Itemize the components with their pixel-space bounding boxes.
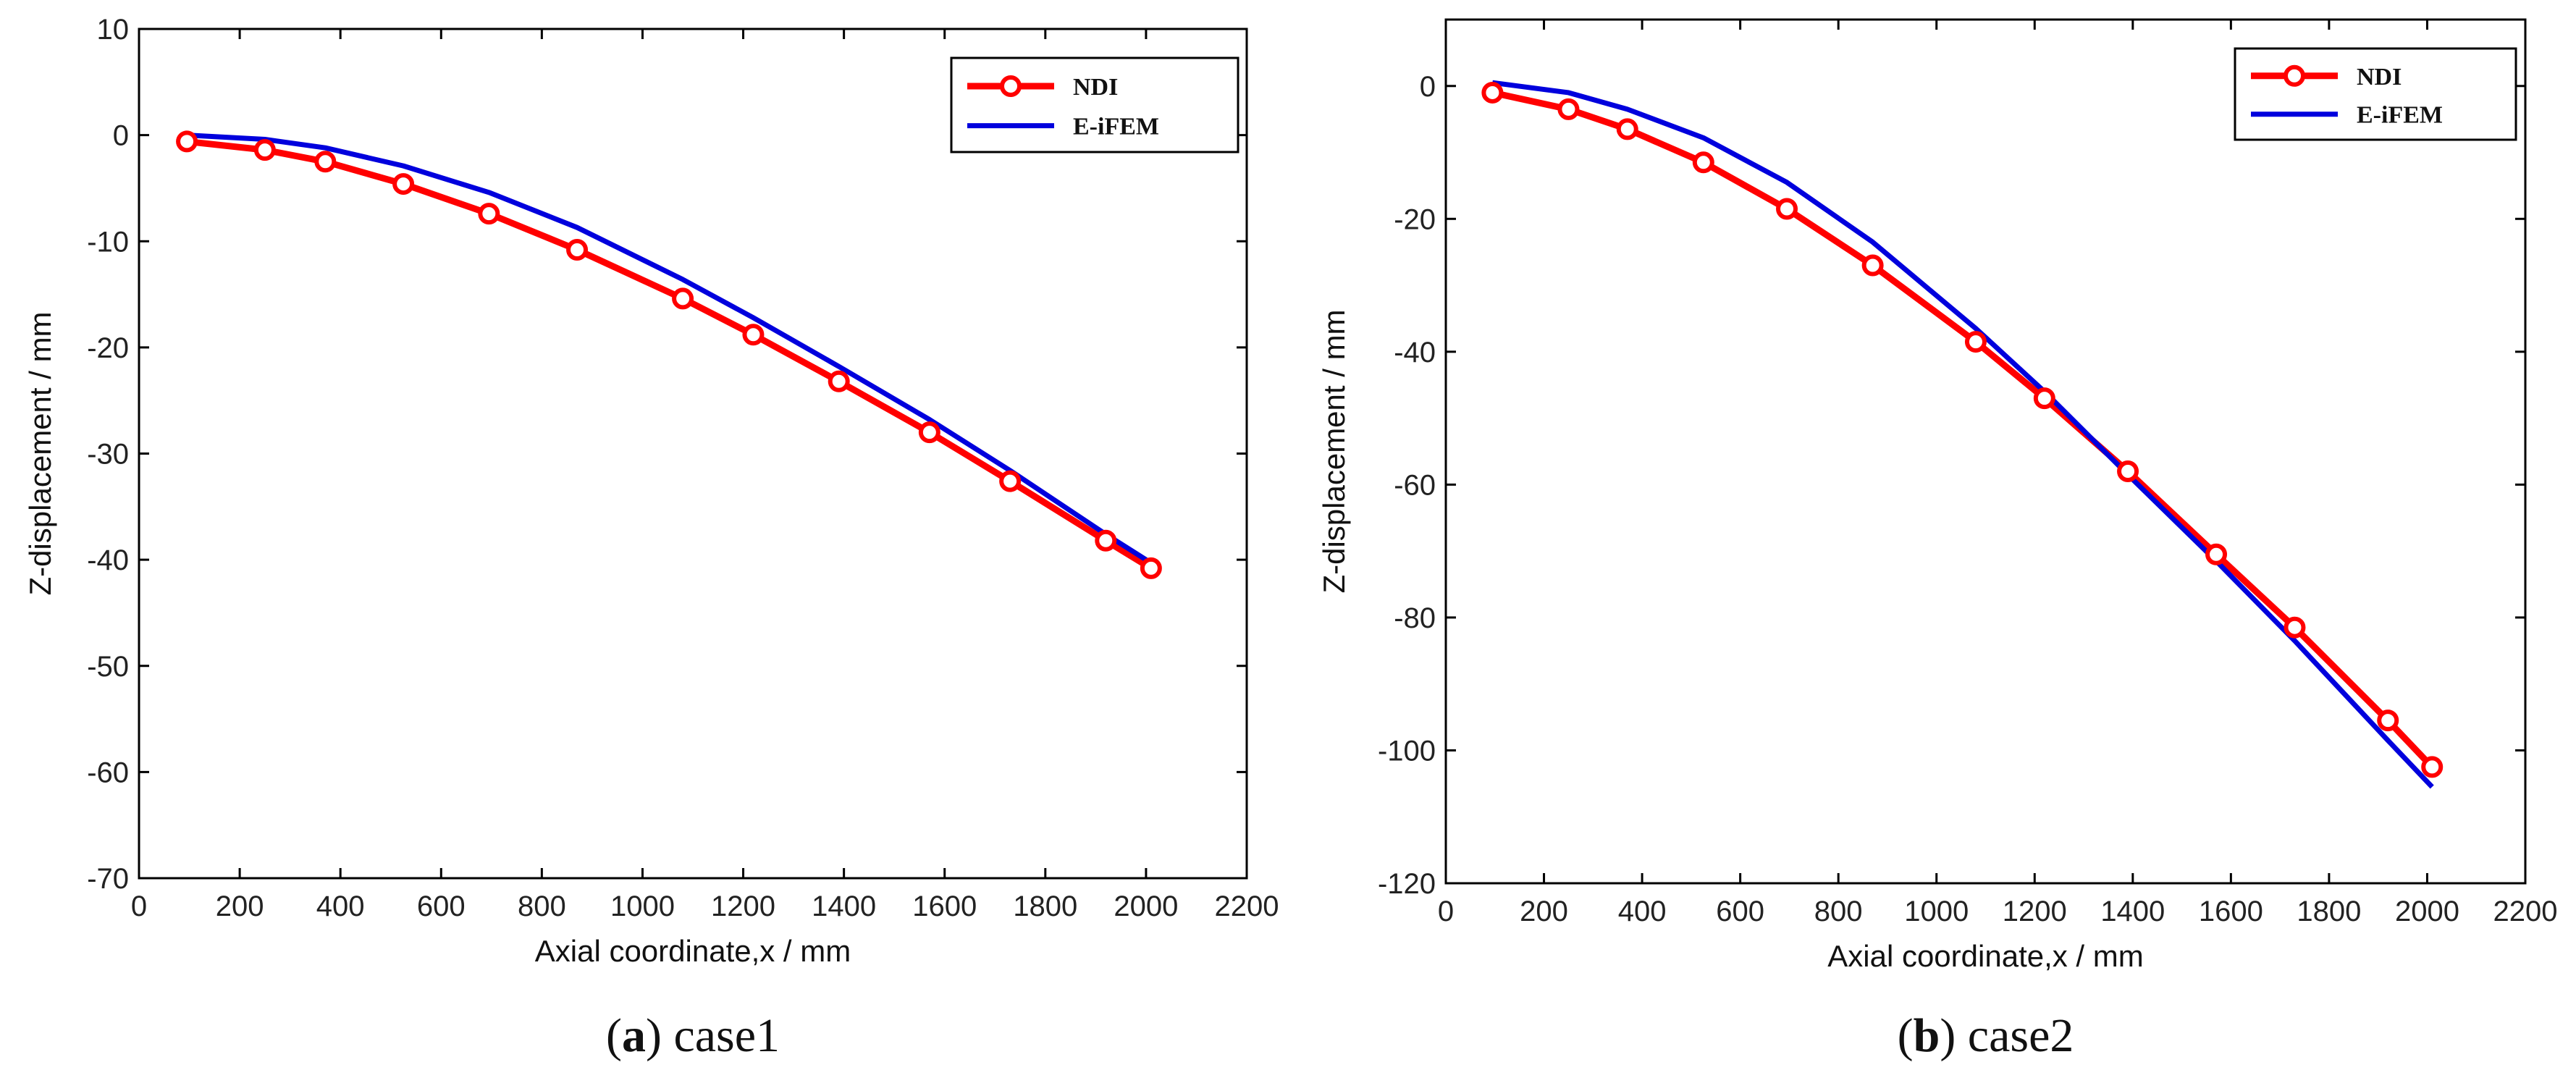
y-tick-label: 10 <box>97 14 130 46</box>
ndi-data-point <box>1964 331 1987 353</box>
ndi-data-point <box>566 238 589 261</box>
series-line-ndi <box>186 138 1153 571</box>
chart-panel-case2: 0 200 400 600 800 1000 1200 1400 1600 1800 2000 220… <box>1317 18 2558 1062</box>
ndi-data-point <box>1692 151 1714 174</box>
caption-open: ( <box>1898 1009 1914 1062</box>
x-tick-label: 1200 <box>711 890 775 922</box>
x-tick-label: 1800 <box>2297 896 2361 927</box>
ndi-data-point <box>1095 529 1117 552</box>
x-tick-label: 2000 <box>1114 890 1178 922</box>
caption-close: ) <box>1940 1009 1956 1062</box>
x-axis-title: Axial coordinate,x / mm <box>535 934 851 968</box>
x-tick-label: 2000 <box>2395 896 2459 927</box>
legend-label-ndi: NDI <box>1073 74 1118 101</box>
caption-text: case2 <box>1956 1009 2074 1062</box>
ndi-data-point <box>2421 756 2444 778</box>
x-tick-label: 1400 <box>2100 896 2165 927</box>
y-tick-label: -60 <box>87 757 129 788</box>
y-tick-label: -10 <box>87 226 129 258</box>
x-tick-label: 1000 <box>610 890 675 922</box>
legend-box <box>950 56 1239 153</box>
y-tick-label: -50 <box>87 651 129 683</box>
ndi-data-point <box>176 130 198 153</box>
ndi-data-point <box>1557 98 1580 120</box>
ndi-data-point <box>1616 118 1638 140</box>
y-axis-title: Z-displacement / mm <box>1317 309 1351 593</box>
ndi-data-point <box>999 470 1022 492</box>
series-line-e-ifem <box>186 132 1153 565</box>
legend-label-e-ifem: E-iFEM <box>1073 114 1159 140</box>
ndi-data-point <box>828 370 850 392</box>
ndi-data-point <box>672 287 694 310</box>
x-tick-label: 600 <box>417 890 466 922</box>
x-tick-label: 400 <box>316 890 365 922</box>
legend-box <box>2234 47 2517 141</box>
ndi-data-point <box>1140 557 1162 579</box>
y-tick-label: -100 <box>1378 735 1436 767</box>
ndi-data-point <box>1861 254 1884 277</box>
caption-close: ) <box>646 1009 662 1062</box>
y-tick-label: -30 <box>87 439 129 471</box>
y-tick-label: -70 <box>87 863 129 895</box>
legend-label-e-ifem: E-iFEM <box>2357 102 2443 129</box>
y-tick-label: -20 <box>1394 203 1436 235</box>
y-tick-label: -120 <box>1378 868 1436 900</box>
ndi-data-point <box>314 151 337 173</box>
y-tick-label: 0 <box>113 120 129 152</box>
x-axis-title: Axial coordinate,x / mm <box>1827 939 2144 973</box>
x-tick-label: 2200 <box>1215 890 1279 922</box>
caption-letter: b <box>1914 1009 1940 1062</box>
legend-label-ndi: NDI <box>2357 64 2402 90</box>
ndi-data-point <box>2284 616 2306 639</box>
y-tick-label: -60 <box>1394 469 1436 501</box>
y-tick-label: 0 <box>1420 71 1436 103</box>
legend-marker-ndi <box>1000 75 1022 97</box>
series-line-e-ifem <box>1491 80 2434 789</box>
x-tick-label: 1400 <box>812 890 876 922</box>
ndi-data-point <box>478 203 500 225</box>
x-tick-label: 1600 <box>2199 896 2263 927</box>
x-tick-label: 200 <box>216 890 264 922</box>
figure-caption: (a) case1 <box>606 1009 780 1062</box>
legend-marker-ndi <box>2284 64 2305 87</box>
x-tick-label: 1000 <box>1904 896 1969 927</box>
ndi-data-point <box>2377 709 2399 732</box>
plot-frame <box>1444 18 2527 885</box>
figure-caption: (b) case2 <box>1898 1009 2074 1062</box>
ndi-data-point <box>253 139 276 161</box>
y-tick-label: -20 <box>87 332 129 364</box>
x-tick-label: 1600 <box>912 890 977 922</box>
x-tick-label: 400 <box>1618 896 1667 927</box>
caption-open: ( <box>606 1009 622 1062</box>
x-tick-label: 2200 <box>2493 896 2558 927</box>
ndi-data-point <box>1481 81 1504 104</box>
x-tick-label: 1800 <box>1013 890 1077 922</box>
series-line-ndi <box>1491 89 2435 770</box>
ndi-data-point <box>392 173 415 195</box>
ndi-data-point <box>1776 198 1798 220</box>
ndi-data-point <box>742 324 765 346</box>
y-tick-label: -40 <box>87 544 129 576</box>
ndi-data-point <box>918 421 940 444</box>
x-tick-label: 200 <box>1520 896 1568 927</box>
caption-letter: a <box>622 1009 646 1062</box>
y-axis-title: Z-displacement / mm <box>23 311 57 595</box>
x-tick-label: 1200 <box>2003 896 2067 927</box>
y-tick-label: -80 <box>1394 602 1436 634</box>
x-tick-label: 0 <box>131 890 147 922</box>
x-tick-label: 0 <box>1438 896 1454 927</box>
x-tick-label: 600 <box>1716 896 1764 927</box>
caption-text: case1 <box>662 1009 780 1062</box>
chart-panel-case1: 0 200 400 600 800 1000 1200 1400 1600 1800 2000 220… <box>23 14 1279 1062</box>
ndi-data-point <box>2033 387 2055 410</box>
y-tick-label: -40 <box>1394 337 1436 369</box>
x-tick-label: 800 <box>518 890 566 922</box>
ndi-data-point <box>2205 543 2228 565</box>
ndi-data-point <box>2117 460 2139 483</box>
x-tick-label: 800 <box>1814 896 1863 927</box>
